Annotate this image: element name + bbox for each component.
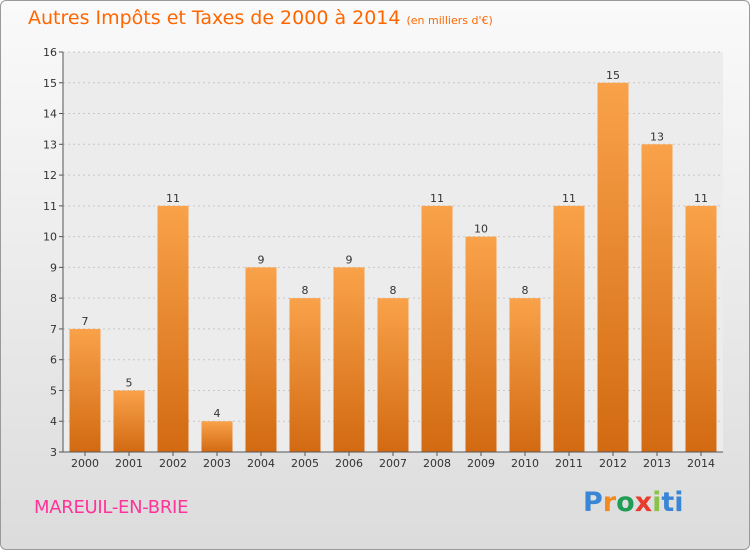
- x-tick-label: 2007: [379, 457, 407, 470]
- logo-letter: ti: [661, 487, 684, 518]
- bar: [553, 205, 585, 452]
- bar: [597, 82, 629, 453]
- bar: [289, 298, 321, 452]
- y-tick-label: 11: [43, 200, 57, 213]
- y-tick-label: 5: [50, 384, 57, 397]
- y-tick-label: 4: [50, 415, 57, 428]
- logo-letter: o: [616, 487, 635, 518]
- bar-value-label: 11: [166, 192, 180, 205]
- bar: [641, 144, 673, 453]
- bar-value-label: 9: [346, 253, 353, 266]
- x-tick-label: 2001: [115, 457, 143, 470]
- bar: [245, 267, 277, 452]
- y-tick-label: 16: [43, 46, 57, 59]
- bar: [113, 390, 145, 452]
- bar: [69, 328, 101, 452]
- y-tick-label: 9: [50, 261, 57, 274]
- logo-letter: x: [634, 487, 653, 518]
- x-tick-label: 2014: [687, 457, 715, 470]
- bar-value-label: 11: [430, 192, 444, 205]
- bar-value-label: 4: [214, 407, 221, 420]
- x-tick-label: 2002: [159, 457, 187, 470]
- bar-value-label: 8: [522, 284, 529, 297]
- chart-subtitle: (en milliers d'€): [406, 14, 493, 27]
- bar-value-label: 13: [650, 130, 664, 143]
- x-tick-label: 2009: [467, 457, 495, 470]
- x-tick-label: 2005: [291, 457, 319, 470]
- x-tick-label: 2010: [511, 457, 539, 470]
- x-tick-label: 2013: [643, 457, 671, 470]
- y-tick-label: 15: [43, 77, 57, 90]
- bar: [377, 298, 409, 452]
- bar-value-label: 8: [390, 284, 397, 297]
- bar-value-label: 8: [302, 284, 309, 297]
- chart-title-text: Autres Impôts et Taxes de 2000 à 2014: [28, 7, 401, 29]
- bar: [685, 205, 717, 452]
- y-tick-label: 12: [43, 169, 57, 182]
- y-tick-label: 13: [43, 138, 57, 151]
- bar: [421, 205, 453, 452]
- bar: [201, 421, 233, 452]
- bar-value-label: 7: [82, 315, 89, 328]
- y-tick-label: 14: [43, 108, 57, 121]
- bar-value-label: 5: [126, 376, 133, 389]
- x-tick-label: 2012: [599, 457, 627, 470]
- x-tick-label: 2008: [423, 457, 451, 470]
- x-tick-label: 2011: [555, 457, 583, 470]
- logo-letter: P: [583, 487, 603, 518]
- x-tick-label: 2000: [71, 457, 99, 470]
- bar: [465, 236, 497, 452]
- x-tick-label: 2006: [335, 457, 363, 470]
- bar: [157, 205, 189, 452]
- logo-letter: i: [652, 487, 662, 518]
- bar-value-label: 15: [606, 69, 620, 82]
- chart-title: Autres Impôts et Taxes de 2000 à 2014 (en…: [28, 7, 493, 29]
- y-tick-label: 6: [50, 354, 57, 367]
- bar-value-label: 11: [694, 192, 708, 205]
- bar-value-label: 10: [474, 223, 488, 236]
- y-tick-label: 8: [50, 292, 57, 305]
- proxiti-logo: Proxiti: [583, 487, 684, 518]
- bar: [509, 298, 541, 452]
- bar-value-label: 11: [562, 192, 576, 205]
- y-tick-label: 7: [50, 323, 57, 336]
- y-tick-label: 3: [50, 446, 57, 459]
- y-tick-label: 10: [43, 231, 57, 244]
- x-tick-label: 2003: [203, 457, 231, 470]
- bar-value-label: 9: [258, 253, 265, 266]
- logo-letter: r: [602, 487, 617, 518]
- x-tick-label: 2004: [247, 457, 275, 470]
- commune-name: MAREUIL-EN-BRIE: [34, 497, 189, 518]
- bar: [333, 267, 365, 452]
